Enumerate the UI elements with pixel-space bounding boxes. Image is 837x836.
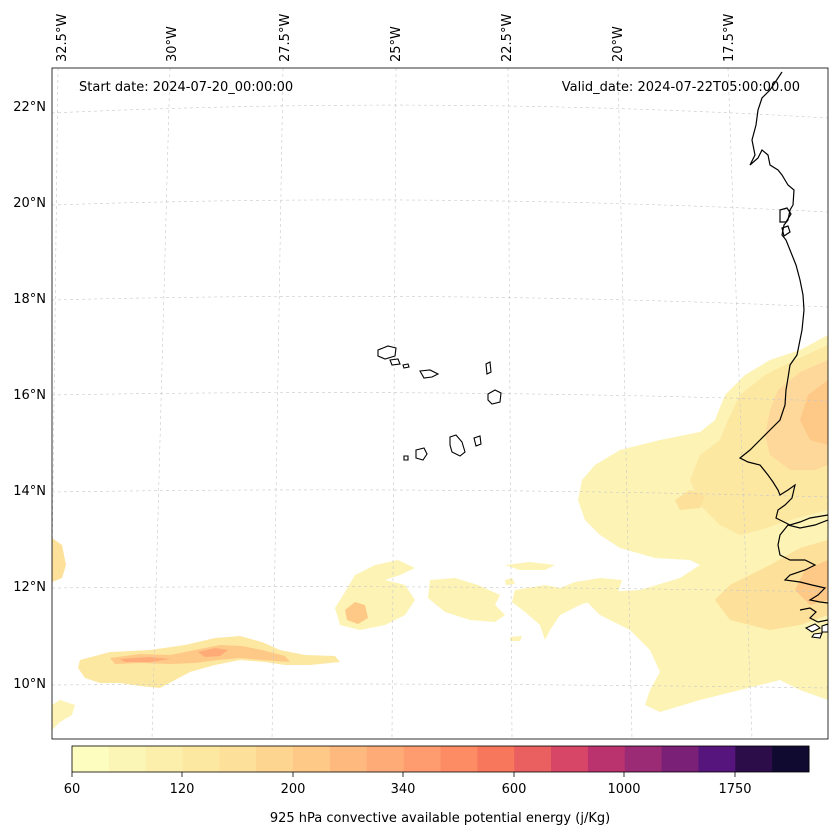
cape-region-small-2: [510, 636, 522, 641]
cape-shading: [52, 335, 828, 730]
island-sao-nicolau: [419, 369, 440, 379]
colorbar-cell: [477, 746, 515, 772]
cape-region-east-4: [800, 380, 828, 445]
colorbar-cell: [145, 746, 184, 772]
colorbar-cell: [587, 746, 626, 772]
map-frame: [51, 67, 829, 740]
cape-region-central-core: [345, 602, 368, 624]
cape-region-west-edge-low: [52, 700, 75, 730]
colorbar-cell: [551, 746, 589, 772]
cape-region-east-3: [765, 360, 828, 470]
africa-coastline: [738, 71, 828, 526]
colorbar-cell: [329, 746, 368, 772]
coast-inlet: [799, 607, 828, 623]
colorbar-cell: [772, 746, 810, 772]
colorbar-cell: [698, 746, 736, 772]
colorbar-cell: [182, 746, 220, 772]
colorbar-cell: [403, 746, 441, 772]
latitude-labels: 22°N 20°N 18°N 16°N 14°N 12°N 10°N: [13, 100, 46, 692]
island-santo-antao: [377, 345, 397, 360]
colorbar-cell: [72, 746, 110, 772]
colorbar-cell: [108, 746, 147, 772]
colorbar-cells: [72, 746, 810, 772]
colorbar-cell: [661, 746, 699, 772]
lon-label: 25°W: [389, 26, 404, 62]
coastline: [738, 71, 828, 639]
island-sao-vicente: [389, 358, 401, 366]
colorbar-cell: [735, 746, 773, 772]
cape-region-central-2: [428, 578, 505, 622]
lat-label: 16°N: [13, 388, 46, 403]
colorbar-frame: [71, 745, 810, 773]
bissau-islands: [804, 623, 828, 639]
lon-label: 30°W: [165, 26, 180, 62]
cape-verde-islands: [377, 345, 502, 461]
start-date-label: Start date: 2024-07-20_00:00:00: [79, 80, 293, 95]
lon-label: 32.5°W: [55, 14, 70, 62]
island-santa-luzia: [402, 363, 410, 369]
dakhla-peninsula: [779, 207, 792, 237]
cape-region-southwest-peak: [120, 648, 228, 662]
colorbar-tick-label: 600: [502, 782, 527, 797]
colorbar-label: 925 hPa convective available potential e…: [270, 811, 610, 826]
cape-region-east-5: [715, 540, 828, 630]
lat-label: 22°N: [13, 100, 46, 115]
colorbar-tick-label: 1000: [607, 782, 640, 797]
cape-region-east-7: [675, 490, 705, 510]
colorbar-tick-label: 1750: [718, 782, 751, 797]
island-fogo: [415, 447, 428, 461]
lat-label: 12°N: [13, 580, 46, 595]
colorbar-cell: [514, 746, 552, 772]
africa-coastline-south: [777, 519, 828, 604]
island-maio: [473, 435, 482, 447]
graticule: [52, 68, 828, 739]
colorbar-tick-label: 120: [170, 782, 195, 797]
colorbar-cell: [293, 746, 331, 772]
island-santiago: [449, 434, 466, 457]
lat-label: 18°N: [13, 292, 46, 307]
colorbar-tick-label: 200: [281, 782, 306, 797]
colorbar-cell: [219, 746, 257, 772]
lon-label: 17.5°W: [722, 14, 737, 62]
colorbar-cell: [366, 746, 405, 772]
valid-date-label: Valid_date: 2024-07-22T05:00:00.00: [562, 80, 800, 95]
longitude-labels: 32.5°W 30°W 27.5°W 25°W 22.5°W 20°W 17.5…: [55, 14, 737, 62]
cape-region-small-3: [505, 578, 515, 585]
lon-label: 20°W: [611, 26, 626, 62]
colorbar-tick-label: 340: [391, 782, 416, 797]
cape-region-west-edge: [52, 538, 66, 582]
colorbar-tick-label: 60: [64, 782, 81, 797]
island-sal: [485, 361, 492, 375]
cape-region-southwest: [78, 636, 340, 688]
colorbar-cell: [440, 746, 478, 772]
cape-region-central-3: [512, 578, 622, 640]
lon-label: 22.5°W: [500, 14, 515, 62]
lat-label: 10°N: [13, 677, 46, 692]
lat-label: 14°N: [13, 484, 46, 499]
lon-label: 27.5°W: [278, 14, 293, 62]
lat-label: 20°N: [13, 196, 46, 211]
island-boa-vista: [487, 389, 502, 405]
colorbar-cell: [256, 746, 294, 772]
colorbar: 60 120 200 340 600 1000 1750 925 hPa con…: [64, 745, 810, 826]
cape-region-small-1: [505, 562, 555, 570]
colorbar-ticks: [71, 772, 736, 777]
island-brava: [403, 455, 409, 461]
colorbar-cell: [624, 746, 663, 772]
